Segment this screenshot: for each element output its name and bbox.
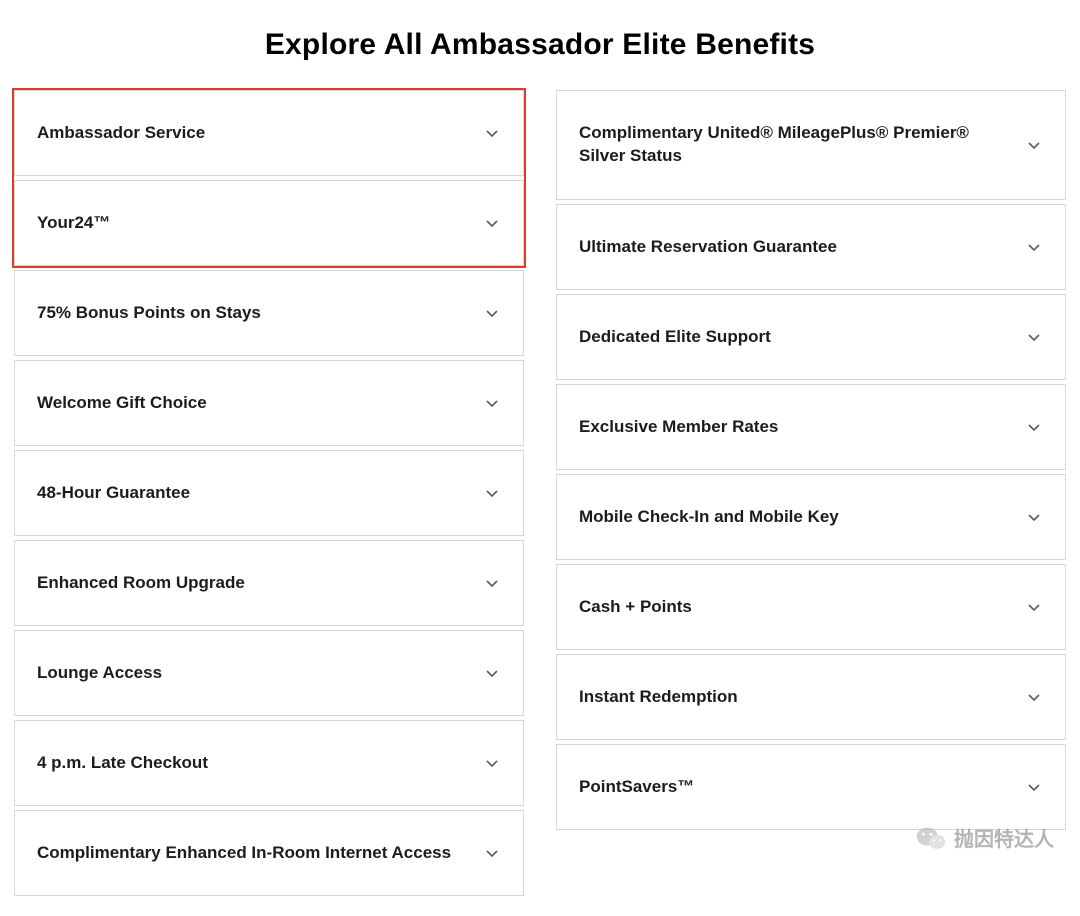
benefit-card[interactable]: Lounge Access — [14, 630, 524, 716]
chevron-down-icon — [1025, 418, 1043, 436]
benefit-card-label: Your24™ — [37, 212, 126, 235]
chevron-down-icon — [483, 664, 501, 682]
benefit-card-label: Complimentary United® MileagePlus® Premi… — [579, 122, 1025, 168]
chevron-down-icon — [483, 844, 501, 862]
chevron-down-icon — [1025, 328, 1043, 346]
chevron-down-icon — [1025, 688, 1043, 706]
benefit-card[interactable]: Instant Redemption — [556, 654, 1066, 740]
benefit-card[interactable]: 75% Bonus Points on Stays — [14, 270, 524, 356]
benefit-card-label: Enhanced Room Upgrade — [37, 572, 261, 595]
benefit-card-label: Ultimate Reservation Guarantee — [579, 236, 853, 259]
benefit-card[interactable]: Dedicated Elite Support — [556, 294, 1066, 380]
benefit-card[interactable]: Mobile Check-In and Mobile Key — [556, 474, 1066, 560]
benefit-card[interactable]: Enhanced Room Upgrade — [14, 540, 524, 626]
chevron-down-icon — [483, 574, 501, 592]
benefit-card-label: Exclusive Member Rates — [579, 416, 794, 439]
chevron-down-icon — [1025, 136, 1043, 154]
benefit-card-label: Instant Redemption — [579, 686, 754, 709]
benefit-card-label: Ambassador Service — [37, 122, 221, 145]
page-title: Explore All Ambassador Elite Benefits — [14, 28, 1066, 62]
benefit-card-label: Lounge Access — [37, 662, 178, 685]
benefit-card[interactable]: Exclusive Member Rates — [556, 384, 1066, 470]
chevron-down-icon — [1025, 778, 1043, 796]
chevron-down-icon — [483, 754, 501, 772]
benefit-card[interactable]: Ultimate Reservation Guarantee — [556, 204, 1066, 290]
chevron-down-icon — [483, 304, 501, 322]
chevron-down-icon — [483, 124, 501, 142]
chevron-down-icon — [1025, 508, 1043, 526]
watermark-text: 抛因特达人 — [954, 823, 1054, 852]
benefit-card-label: 75% Bonus Points on Stays — [37, 302, 277, 325]
benefits-columns: Ambassador Service Your24™ 75% Bonus Point… — [14, 90, 1066, 896]
benefits-page: Explore All Ambassador Elite Benefits Am… — [0, 0, 1080, 916]
benefit-card-label: Complimentary Enhanced In-Room Internet … — [37, 842, 467, 865]
benefit-card-label: Welcome Gift Choice — [37, 392, 223, 415]
benefit-card-label: Cash + Points — [579, 596, 708, 619]
benefit-card[interactable]: PointSavers™ — [556, 744, 1066, 830]
chevron-down-icon — [483, 484, 501, 502]
chevron-down-icon — [483, 214, 501, 232]
benefit-card[interactable]: Complimentary Enhanced In-Room Internet … — [14, 810, 524, 896]
benefit-card[interactable]: Complimentary United® MileagePlus® Premi… — [556, 90, 1066, 200]
benefit-card[interactable]: Welcome Gift Choice — [14, 360, 524, 446]
benefit-card-label: Dedicated Elite Support — [579, 326, 787, 349]
wechat-icon — [916, 825, 946, 851]
benefits-right-column: Complimentary United® MileagePlus® Premi… — [556, 90, 1066, 830]
benefit-card[interactable]: Your24™ — [14, 180, 524, 266]
benefit-card[interactable]: 4 p.m. Late Checkout — [14, 720, 524, 806]
benefits-left-column: Ambassador Service Your24™ 75% Bonus Point… — [14, 90, 524, 896]
chevron-down-icon — [483, 394, 501, 412]
benefit-card-label: Mobile Check-In and Mobile Key — [579, 506, 855, 529]
benefit-card-label: 48-Hour Guarantee — [37, 482, 206, 505]
benefit-card[interactable]: Cash + Points — [556, 564, 1066, 650]
benefit-card[interactable]: 48-Hour Guarantee — [14, 450, 524, 536]
chevron-down-icon — [1025, 238, 1043, 256]
benefit-card-label: PointSavers™ — [579, 776, 710, 799]
benefit-card-label: 4 p.m. Late Checkout — [37, 752, 224, 775]
watermark: 抛因特达人 — [916, 823, 1054, 852]
chevron-down-icon — [1025, 598, 1043, 616]
benefit-card[interactable]: Ambassador Service — [14, 90, 524, 176]
